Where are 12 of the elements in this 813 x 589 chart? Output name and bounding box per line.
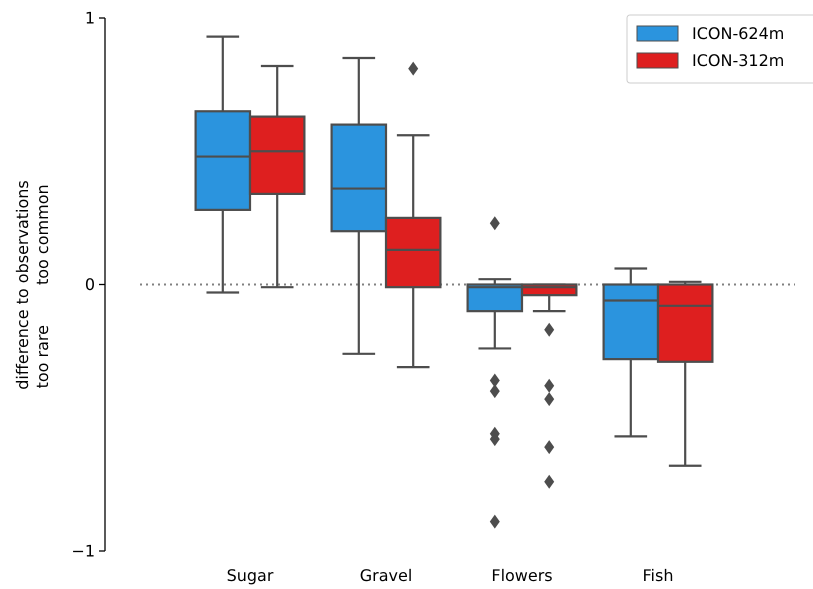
y-tick-label: −1 <box>71 542 95 561</box>
y-tick-label: 0 <box>84 275 95 294</box>
y-tick-label: 1 <box>84 8 95 28</box>
y-axis-title: difference to observations <box>13 180 32 390</box>
text: too rare <box>33 325 52 388</box>
x-tick-label: Flowers <box>491 566 553 585</box>
x-tick-label: Gravel <box>360 566 412 585</box>
x-tick-label: Fish <box>642 566 674 585</box>
x-tick-label: Sugar <box>226 566 274 585</box>
legend-label: ICON-624m <box>692 24 784 43</box>
legend-label: ICON-312m <box>692 51 784 70</box>
text: too common <box>33 184 52 285</box>
